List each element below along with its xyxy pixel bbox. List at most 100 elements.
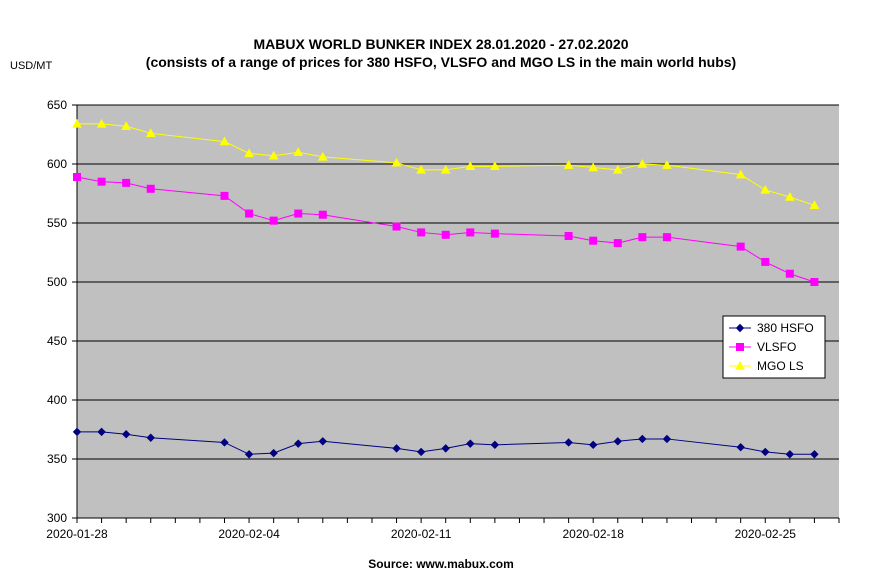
data-point [245,209,254,218]
legend-label: VLSFO [757,340,796,354]
data-point [293,147,304,156]
data-point [441,444,450,453]
data-point [466,228,475,237]
y-tick-label: 350 [47,452,67,466]
data-point [122,178,131,187]
data-point [317,151,328,161]
data-point [465,161,476,171]
data-point [613,437,622,446]
data-point [736,442,745,452]
plot-area [77,105,839,518]
legend-label: MGO LS [757,359,804,373]
y-tick-label: 400 [47,393,67,407]
x-tick-label: 2020-02-11 [391,527,452,541]
data-point [760,184,771,194]
legend-marker [735,360,745,370]
data-point [220,438,229,447]
data-point [637,158,648,168]
data-point [72,427,82,437]
data-point [441,230,450,239]
data-point [662,434,672,444]
data-point [809,200,820,209]
data-point [392,222,401,231]
chart-title: MABUX WORLD BUNKER INDEX 28.01.2020 - 27… [253,36,629,52]
data-point [417,228,426,237]
data-point [810,450,819,459]
y-axis-label: USD/MT [10,60,53,72]
data-point [146,184,155,193]
legend-item: 380 HSFO [729,321,814,335]
data-point [97,427,106,437]
data-point [220,191,229,200]
data-point [294,209,303,218]
data-point [563,160,574,169]
data-point [638,434,647,444]
series-vlsfo [73,172,819,286]
data-point [121,430,131,439]
data-point [391,157,402,167]
data-point [735,169,746,179]
data-point [392,444,401,453]
x-tick-label: 2020-01-28 [46,527,108,541]
data-point [268,150,279,160]
x-tick-label: 2020-02-18 [562,527,624,541]
x-tick-label: 2020-02-25 [735,527,797,541]
legend: 380 HSFO VLSFO MGO LS [722,315,826,379]
data-point [785,450,795,459]
data-point [269,448,278,458]
legend-item: VLSFO [729,340,796,354]
data-point [440,164,451,174]
legend-marker [736,343,744,351]
data-point [810,278,819,286]
data-point [490,440,500,450]
data-point [564,231,573,240]
data-point [785,269,794,278]
data-point [244,148,254,158]
series-380-hsfo [72,427,819,459]
y-tick-label: 600 [47,157,67,171]
data-point [72,118,82,128]
source-note: Source: www.mabux.com [368,557,514,571]
legend-label: 380 HSFO [757,321,814,335]
data-point [662,233,671,242]
data-point [662,160,672,169]
data-point [416,447,426,457]
y-tick-label: 550 [47,216,67,230]
data-point [784,192,795,201]
y-tick-label: 300 [47,511,67,525]
data-point [73,172,81,181]
data-point [219,136,230,146]
data-point [318,210,327,219]
data-point [97,177,106,186]
data-point [121,121,132,130]
data-point [564,438,573,447]
data-point [638,233,647,242]
legend-marker [735,323,745,333]
data-point [294,439,303,448]
data-point [761,257,770,266]
y-tick-label: 650 [47,98,67,112]
data-point [588,162,599,172]
data-point [589,236,598,245]
data-point [269,216,278,225]
y-tick-label: 500 [47,275,67,289]
data-point [761,447,770,457]
chart-subtitle: (consists of a range of prices for 380 H… [145,54,737,70]
data-point [146,433,155,442]
data-point [613,239,622,248]
data-point [490,161,500,171]
y-tick-label: 450 [47,334,67,348]
data-point [244,450,254,459]
legend-item: MGO LS [729,359,804,373]
x-tick-label: 2020-02-04 [218,527,280,541]
series-mgo-ls [72,118,820,209]
data-point [588,440,598,450]
data-point [736,242,745,251]
data-point [466,439,475,448]
data-point [318,437,328,446]
data-point [96,118,107,128]
data-point [612,164,623,174]
data-point [416,164,426,174]
data-point [490,229,499,238]
